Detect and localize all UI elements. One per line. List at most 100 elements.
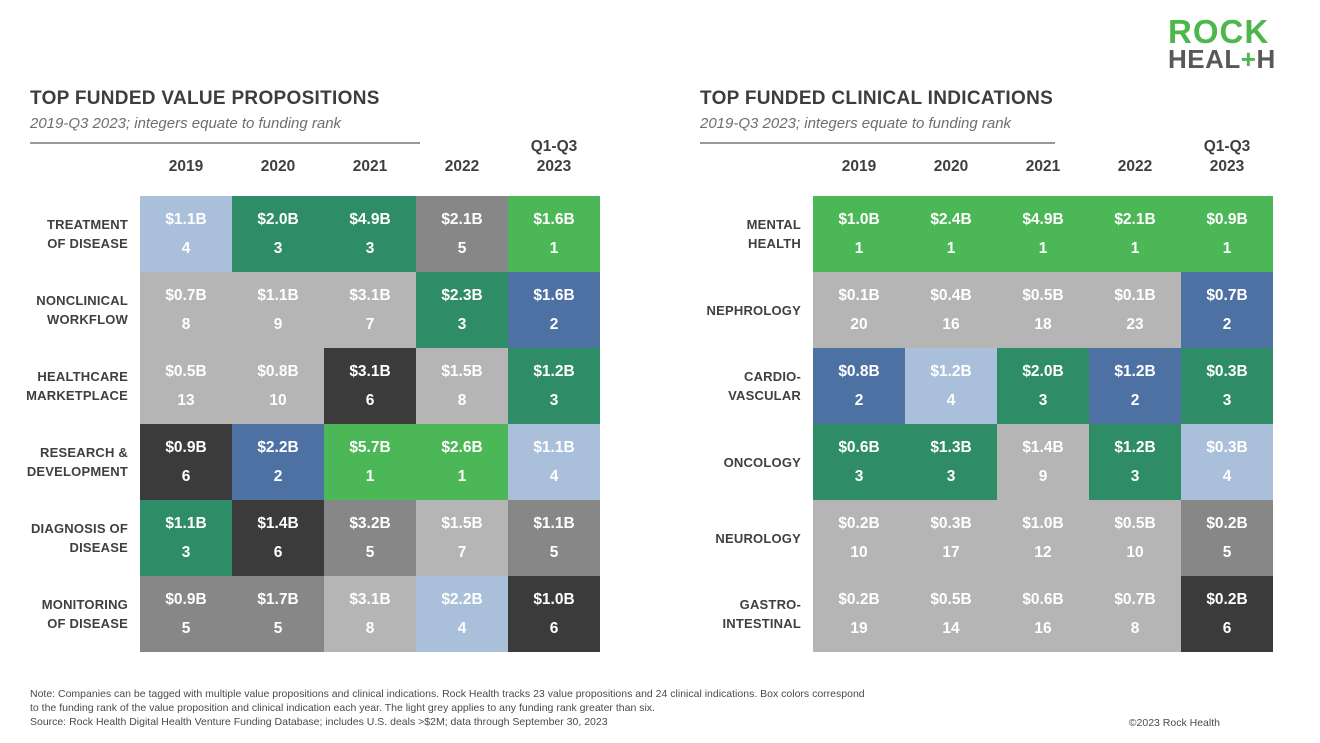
row-label-line: NEUROLOGY — [715, 530, 801, 546]
cell-funding-value: $0.8B — [257, 362, 299, 380]
heatmap-cell: $1.3B 3 — [905, 424, 997, 500]
clinical-indications-panel: TOP FUNDED CLINICAL INDICATIONS 2019-Q3 … — [700, 88, 1300, 652]
footnote-line-1: Note: Companies can be tagged with multi… — [30, 688, 865, 700]
column-header-2019: 2019 — [813, 144, 905, 196]
panel-title: TOP FUNDED VALUE PROPOSITIONS — [30, 88, 380, 109]
heatmap-cell: $1.7B 5 — [232, 576, 324, 652]
cell-funding-rank: 8 — [457, 391, 467, 409]
heatmap-cell: $0.2B 6 — [1181, 576, 1273, 652]
cell-funding-rank: 1 — [549, 239, 559, 257]
heatmap-cell: $2.4B 1 — [905, 196, 997, 272]
row-label-line: ONCOLOGY — [723, 454, 801, 470]
cell-funding-rank: 7 — [457, 543, 467, 561]
cell-funding-value: $2.1B — [1114, 210, 1156, 228]
cell-funding-value: $1.1B — [533, 514, 575, 532]
column-header-year: 2020 — [933, 158, 969, 175]
cell-funding-rank: 4 — [457, 619, 467, 637]
cell-funding-rank: 5 — [1222, 543, 1232, 561]
column-header-year: 2020 — [260, 158, 296, 175]
heatmap-cell: $0.6B 3 — [813, 424, 905, 500]
logo-heal-text: HEAL — [1168, 44, 1241, 74]
cell-funding-rank: 8 — [181, 315, 191, 333]
cell-funding-value: $1.4B — [1022, 438, 1064, 456]
heatmap-cell: $1.1B 9 — [232, 272, 324, 348]
cell-funding-value: $2.0B — [257, 210, 299, 228]
column-header-2023: Q1-Q3 2023 — [508, 138, 600, 196]
row-label-line: MENTAL — [746, 217, 801, 232]
row-label: MENTAL HEALTH — [700, 196, 813, 272]
cell-funding-value: $0.9B — [1206, 210, 1248, 228]
column-header-year: 2022 — [444, 158, 480, 175]
cell-funding-value: $1.2B — [1114, 362, 1156, 380]
heatmap-cell: $0.6B 16 — [997, 576, 1089, 652]
cell-funding-rank: 2 — [1222, 315, 1232, 333]
footnote-line-2: to the funding rank of the value proposi… — [30, 702, 655, 714]
heatmap-cell: $3.1B 6 — [324, 348, 416, 424]
cell-funding-value: $0.6B — [1022, 590, 1064, 608]
cell-funding-rank: 3 — [365, 239, 375, 257]
cell-funding-value: $1.6B — [533, 210, 575, 228]
cell-funding-rank: 9 — [273, 315, 283, 333]
panel-subtitle: 2019-Q3 2023; integers equate to funding… — [30, 115, 342, 132]
cell-funding-rank: 10 — [850, 543, 868, 561]
column-header-2020: 2020 — [905, 144, 997, 196]
cell-funding-value: $1.0B — [533, 590, 575, 608]
heatmap-cell: $0.1B 20 — [813, 272, 905, 348]
cell-funding-rank: 2 — [854, 391, 864, 409]
heatmap-cell: $0.9B 5 — [140, 576, 232, 652]
heatmap-cell: $1.1B 4 — [140, 196, 232, 272]
cell-funding-rank: 3 — [1038, 391, 1048, 409]
cell-funding-value: $0.5B — [165, 362, 207, 380]
cell-funding-rank: 2 — [549, 315, 559, 333]
header-corner — [30, 144, 140, 196]
row-label-line: NONCLINICAL — [36, 293, 128, 308]
cell-funding-rank: 6 — [549, 619, 559, 637]
cell-funding-value: $1.1B — [165, 210, 207, 228]
cell-funding-rank: 18 — [1034, 315, 1052, 333]
cell-funding-rank: 8 — [365, 619, 375, 637]
cell-funding-rank: 14 — [942, 619, 960, 637]
heatmap-cell: $2.0B 3 — [232, 196, 324, 272]
cell-funding-rank: 1 — [1130, 239, 1140, 257]
heatmap-cell: $1.2B 4 — [905, 348, 997, 424]
heatmap-cell: $4.9B 1 — [997, 196, 1089, 272]
cell-funding-value: $0.6B — [838, 438, 880, 456]
row-label-line: OF DISEASE — [47, 616, 128, 631]
cell-funding-value: $1.4B — [257, 514, 299, 532]
panel-subtitle: 2019-Q3 2023; integers equate to funding… — [700, 115, 1012, 132]
heatmap-grid: 2019 2020 2021 2022 Q1-Q3 2023 MENTAL HEALTH $1.… — [700, 138, 1273, 652]
cell-funding-rank: 3 — [457, 315, 467, 333]
cell-funding-value: $2.0B — [1022, 362, 1064, 380]
cell-funding-value: $3.1B — [349, 362, 391, 380]
cell-funding-value: $1.0B — [838, 210, 880, 228]
cell-funding-value: $1.1B — [165, 514, 207, 532]
cell-funding-value: $0.7B — [1206, 286, 1248, 304]
cell-funding-rank: 3 — [1222, 391, 1232, 409]
column-header-2021: 2021 — [997, 144, 1089, 196]
column-header-2022: 2022 — [416, 144, 508, 196]
cell-funding-value: $2.2B — [257, 438, 299, 456]
row-label-line: NEPHROLOGY — [706, 302, 801, 318]
cell-funding-rank: 20 — [850, 315, 868, 333]
heatmap-cell: $0.9B 1 — [1181, 196, 1273, 272]
cell-funding-rank: 2 — [273, 467, 283, 485]
heatmap-cell: $1.2B 2 — [1089, 348, 1181, 424]
cell-funding-value: $0.4B — [930, 286, 972, 304]
heatmap-cell: $2.1B 5 — [416, 196, 508, 272]
cell-funding-rank: 16 — [1034, 619, 1052, 637]
cell-funding-rank: 3 — [854, 467, 864, 485]
heatmap-cell: $0.8B 2 — [813, 348, 905, 424]
cell-funding-rank: 6 — [365, 391, 375, 409]
cell-funding-rank: 13 — [177, 391, 195, 409]
heatmap-cell: $0.2B 5 — [1181, 500, 1273, 576]
logo-rock-text: ROCK — [1168, 13, 1270, 50]
cell-funding-value: $1.1B — [257, 286, 299, 304]
row-label: TREATMENT OF DISEASE — [30, 196, 140, 272]
row-label: MONITORING OF DISEASE — [30, 576, 140, 652]
cell-funding-rank: 6 — [1222, 619, 1232, 637]
heatmap-cell: $1.5B 7 — [416, 500, 508, 576]
heatmap-cell: $0.2B 19 — [813, 576, 905, 652]
copyright: ©2023 Rock Health — [1128, 717, 1220, 729]
row-label-line: HEALTH — [748, 236, 801, 251]
